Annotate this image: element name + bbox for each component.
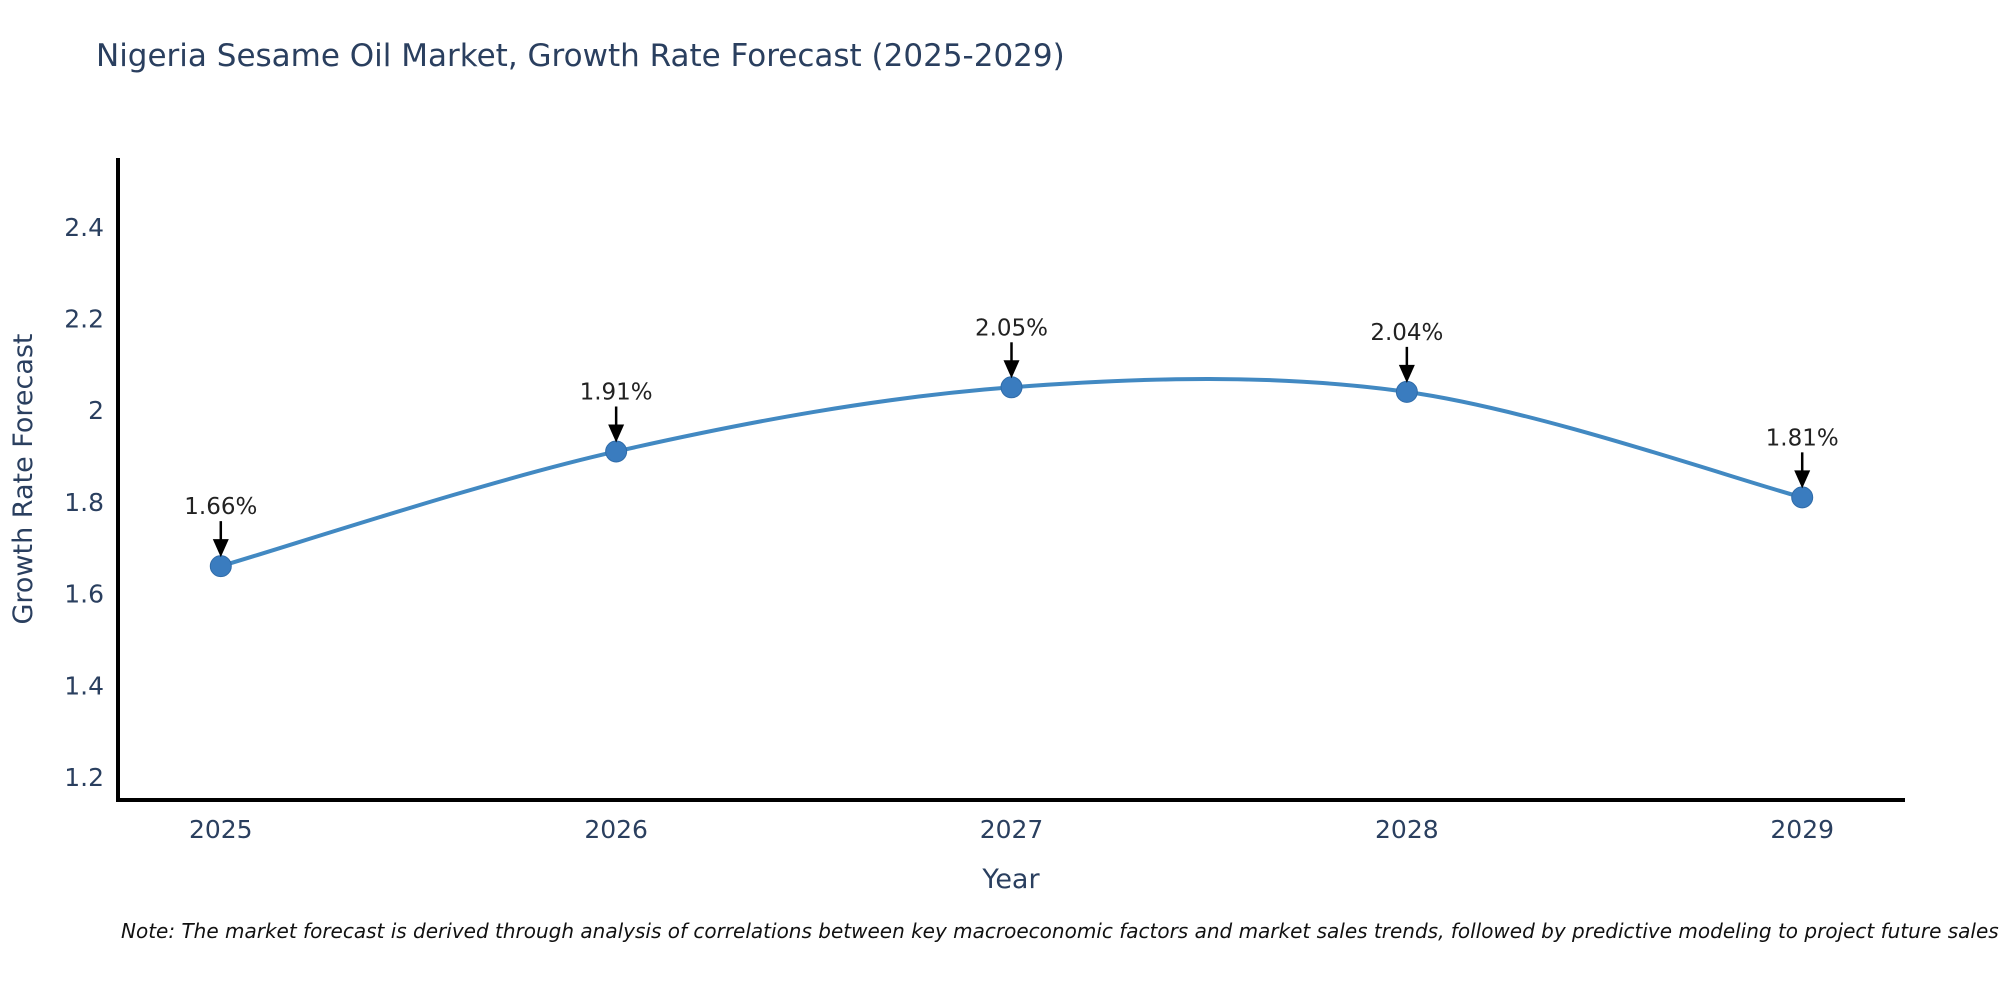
y-tick-label: 1.6 [64,580,104,609]
point-annotation-label: 2.04% [1370,320,1443,346]
data-points [209,376,1814,578]
point-annotation-label: 1.91% [580,379,653,405]
x-tick-label: 2027 [980,815,1044,844]
y-tick-label: 2 [88,396,104,425]
data-point-marker [605,440,628,463]
y-tick-label: 1.2 [64,763,104,792]
data-point-marker [1395,380,1418,403]
y-tick-label: 2.4 [64,213,104,242]
y-axis-title: Growth Rate Forecast [8,333,39,624]
point-annotation: 1.66% [184,494,257,558]
point-annotation-label: 2.05% [975,315,1048,341]
annotation-arrowhead-icon [212,539,229,558]
point-annotation-label: 1.81% [1766,425,1839,451]
x-tick-labels: 2025 2026 2027 2028 2029 [189,815,1834,844]
point-annotation: 1.91% [580,379,653,443]
x-axis-title: Year [981,864,1040,895]
annotation-arrowhead-icon [1398,364,1415,383]
footnote: Note: The market forecast is derived thr… [121,919,1999,943]
point-annotation-label: 1.66% [184,494,257,520]
x-tick-label: 2028 [1375,815,1439,844]
annotation-arrowhead-icon [608,424,625,443]
y-tick-label: 1.8 [64,488,104,517]
x-tick-label: 2025 [189,815,253,844]
x-tick-label: 2026 [584,815,648,844]
x-tick-label: 2029 [1770,815,1834,844]
y-tick-label: 1.4 [64,671,104,700]
point-annotation: 2.05% [975,315,1048,379]
annotations: 1.66% 1.91% 2.05% 2.04% 1.81% [184,315,1839,558]
y-tick-labels: 1.2 1.4 1.6 1.8 2 2.2 2.4 [64,213,104,792]
point-annotation: 1.81% [1766,425,1839,489]
series-line [218,376,1805,569]
data-point-marker [209,555,232,578]
annotation-arrowhead-icon [1003,360,1020,379]
chart-title: Nigeria Sesame Oil Market, Growth Rate F… [96,38,1065,74]
annotation-arrowhead-icon [1794,470,1811,489]
data-point-marker [1791,486,1814,509]
point-annotation: 2.04% [1370,320,1443,383]
data-point-marker [1000,376,1023,399]
y-tick-label: 2.2 [64,305,104,334]
